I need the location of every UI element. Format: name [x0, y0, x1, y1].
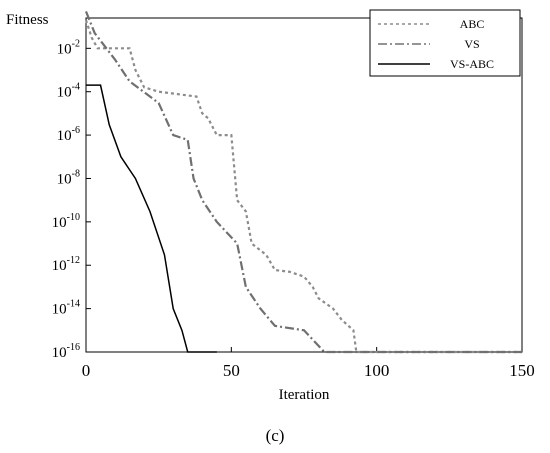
legend-box: [369, 9, 521, 77]
y-tick-label: 10-14: [52, 299, 80, 318]
y-tick-label: 10-4: [57, 82, 80, 101]
x-tick-label: 150: [509, 361, 535, 380]
plot-frame: [85, 17, 523, 353]
y-axis-label: Fitness: [6, 12, 49, 28]
x-tick-label: 100: [364, 361, 390, 380]
legend-label: VS-ABC: [450, 57, 494, 71]
legend-label: VS: [464, 37, 479, 51]
series-line: [84, 11, 522, 354]
y-tick-label: 10-2: [57, 38, 80, 57]
x-axis-label: Iteration: [279, 387, 330, 403]
x-tick-label: 0: [82, 361, 91, 380]
y-tick-label: 10-8: [57, 168, 80, 187]
x-tick-label: 50: [223, 361, 240, 380]
y-tick-label: 10-16: [52, 342, 80, 361]
series-line: [86, 84, 217, 353]
y-tick-label: 10-12: [52, 255, 80, 274]
legend-label: ABC: [460, 17, 485, 31]
caption: (c): [266, 426, 285, 445]
y-tick-label: 10-10: [52, 212, 80, 231]
y-tick-label: 10-6: [57, 125, 80, 144]
series-line: [84, 19, 522, 354]
